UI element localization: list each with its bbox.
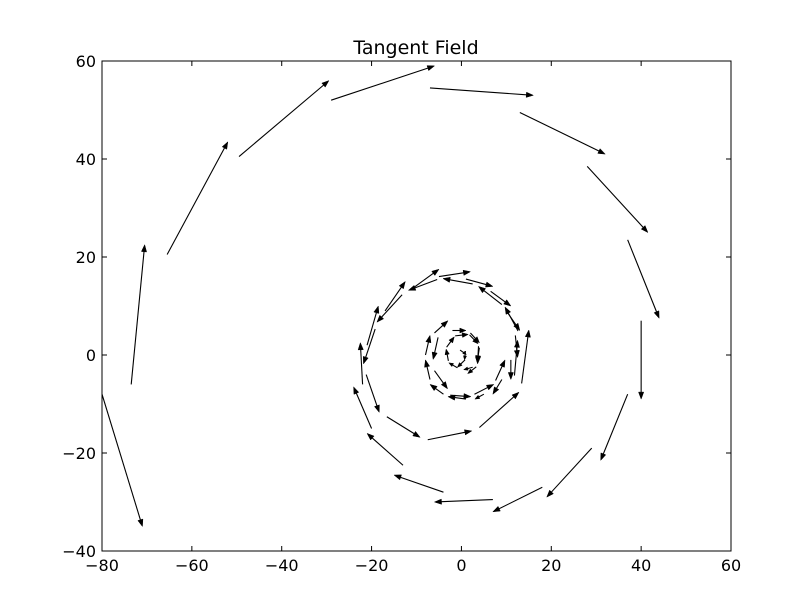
- field-arrow: [393, 474, 444, 493]
- field-arrow: [600, 393, 629, 462]
- field-arrow: [434, 370, 448, 390]
- field-arrow: [495, 359, 506, 381]
- field-arrow: [586, 165, 649, 234]
- x-axis: −80 −60 −40 −20 0 20 40 60: [85, 61, 741, 575]
- field-arrow: [130, 244, 147, 385]
- field-arrow: [474, 393, 485, 400]
- field-arrow: [366, 432, 404, 466]
- field-arrow: [474, 384, 495, 395]
- quiver-arrows: [102, 65, 660, 528]
- x-tick-label: −60: [175, 556, 209, 575]
- field-arrow: [429, 87, 535, 98]
- field-arrow: [505, 310, 521, 332]
- field-arrow: [479, 391, 520, 428]
- field-arrow: [447, 394, 466, 401]
- field-arrow: [102, 394, 144, 528]
- field-arrow: [463, 366, 473, 371]
- field-arrow: [519, 111, 606, 155]
- field-arrow: [357, 342, 364, 385]
- field-arrow: [376, 294, 403, 323]
- field-arrow: [492, 486, 543, 513]
- field-arrow: [465, 278, 494, 288]
- field-arrow: [546, 447, 593, 498]
- field-arrow: [450, 393, 472, 400]
- field-arrow: [411, 268, 440, 290]
- plot-frame: [101, 60, 732, 552]
- field-arrow: [442, 276, 473, 285]
- x-tick-label: −40: [265, 556, 299, 575]
- y-tick-label: 40: [76, 150, 96, 169]
- chart-title: Tangent Field: [352, 37, 478, 59]
- field-arrow: [455, 332, 469, 338]
- field-arrow: [386, 416, 421, 438]
- field-arrow: [431, 337, 439, 361]
- x-tick-label: 20: [541, 556, 561, 575]
- y-tick-label: −40: [62, 542, 96, 561]
- field-arrow: [456, 359, 466, 368]
- field-arrow: [362, 328, 376, 365]
- field-arrow: [424, 334, 432, 356]
- field-arrow: [521, 329, 531, 384]
- field-arrow: [366, 305, 380, 346]
- field-arrow: [446, 336, 455, 348]
- x-tick-label: 40: [631, 556, 651, 575]
- field-arrow: [477, 285, 503, 305]
- field-arrow: [492, 379, 503, 395]
- field-arrow: [513, 339, 520, 376]
- field-arrow: [407, 279, 438, 291]
- field-arrow: [365, 374, 380, 414]
- field-arrow: [463, 351, 467, 361]
- x-tick-label: −20: [355, 556, 389, 575]
- field-arrow: [490, 290, 512, 307]
- field-arrow: [470, 332, 480, 344]
- y-axis: −40 −20 0 20 40 60: [62, 52, 731, 561]
- x-tick-label: 60: [721, 556, 741, 575]
- x-tick-label: 0: [456, 556, 466, 575]
- y-tick-label: 0: [86, 346, 96, 365]
- y-tick-label: 60: [76, 52, 96, 71]
- x-tick-label: −80: [85, 556, 119, 575]
- field-arrow: [427, 429, 473, 441]
- field-arrow: [166, 141, 229, 255]
- field-arrow: [513, 335, 520, 359]
- field-arrow: [475, 347, 482, 364]
- field-arrow: [438, 269, 472, 278]
- field-arrow: [433, 498, 493, 505]
- field-arrow: [434, 320, 449, 334]
- field-arrow: [452, 327, 467, 334]
- field-arrow: [448, 362, 458, 369]
- field-arrow: [330, 65, 436, 101]
- field-arrow: [638, 320, 645, 400]
- y-tick-label: −20: [62, 444, 96, 463]
- field-arrow: [353, 386, 373, 429]
- field-arrow: [424, 359, 431, 380]
- field-arrow: [467, 366, 477, 375]
- field-arrow: [444, 348, 450, 361]
- y-tick-label: 20: [76, 248, 96, 267]
- field-arrow: [429, 383, 444, 395]
- field-arrow: [238, 80, 330, 157]
- field-arrow: [627, 239, 660, 319]
- field-arrow: [384, 280, 406, 312]
- field-arrow: [507, 359, 514, 381]
